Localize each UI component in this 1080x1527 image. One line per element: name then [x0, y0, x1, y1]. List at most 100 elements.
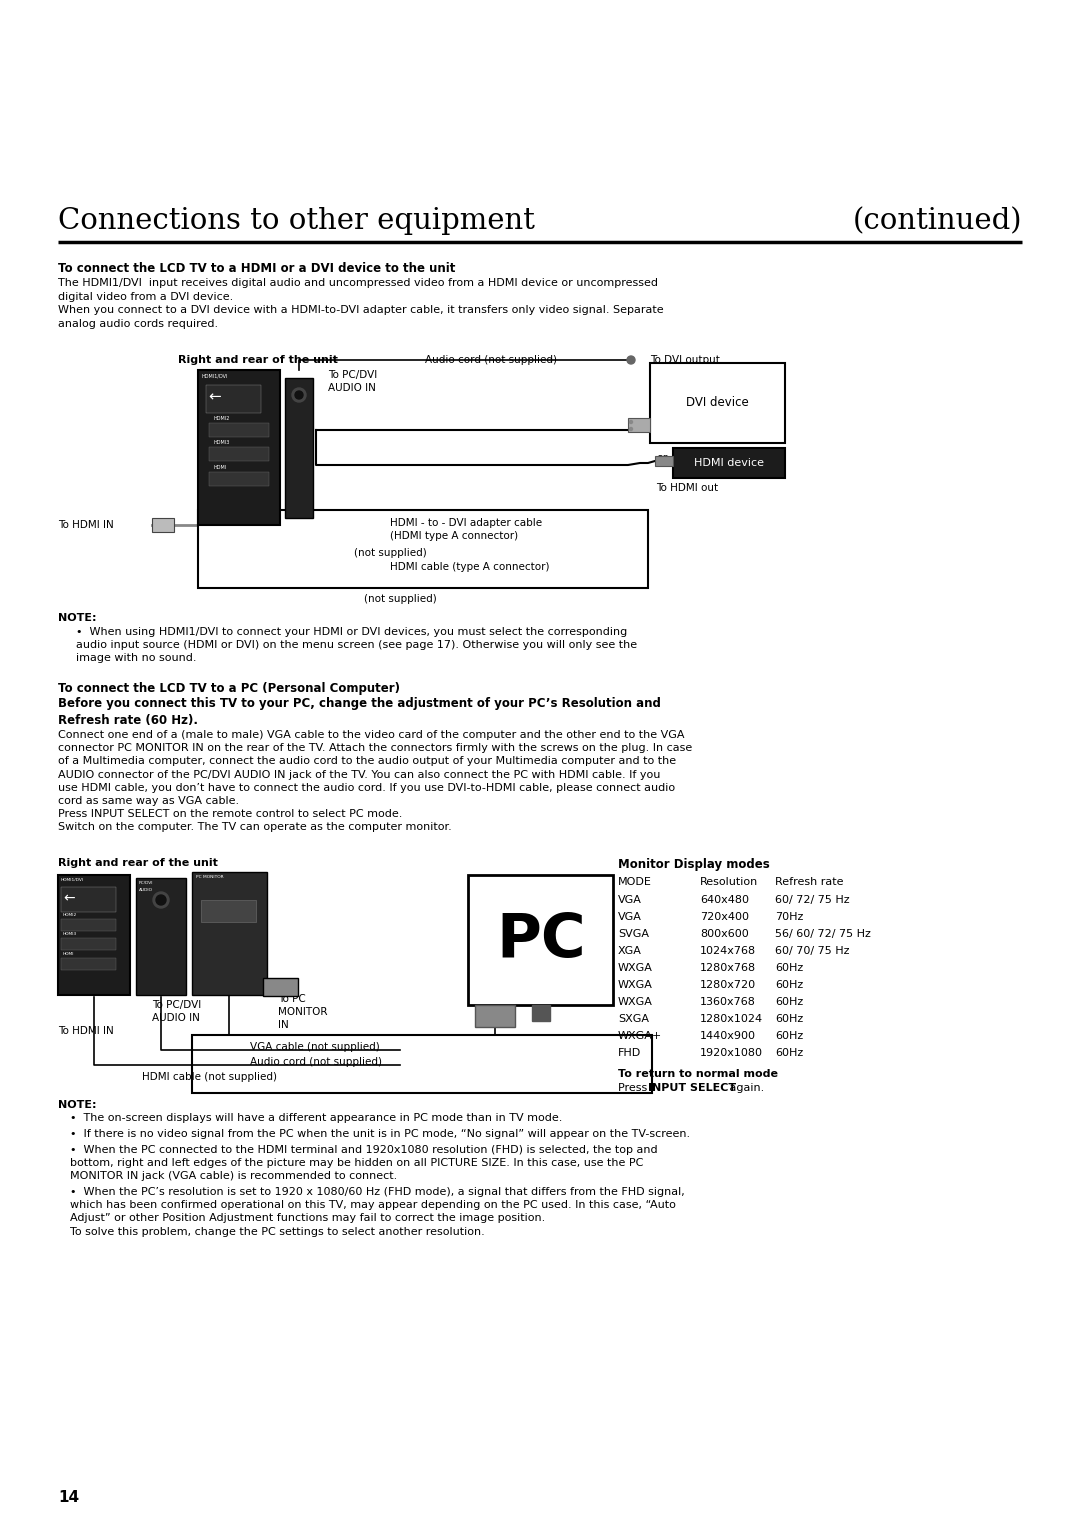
Bar — [152, 518, 174, 531]
Text: (continued): (continued) — [852, 208, 1022, 235]
Text: WXGA: WXGA — [618, 997, 653, 1006]
Circle shape — [292, 388, 306, 402]
Text: Resolution: Resolution — [700, 876, 758, 887]
Text: Right and rear of the unit: Right and rear of the unit — [58, 858, 218, 867]
Bar — [210, 423, 269, 437]
Circle shape — [627, 356, 635, 363]
Bar — [673, 447, 785, 478]
Bar — [192, 872, 267, 996]
Text: Right and rear of the unit: Right and rear of the unit — [178, 354, 338, 365]
Circle shape — [630, 428, 633, 431]
Circle shape — [156, 895, 166, 906]
Bar — [475, 1005, 515, 1028]
Bar — [192, 1035, 652, 1093]
Text: HDMI1/DVI: HDMI1/DVI — [202, 374, 229, 379]
Text: XGA: XGA — [618, 947, 642, 956]
Text: Audio cord (not supplied): Audio cord (not supplied) — [426, 354, 557, 365]
Bar — [264, 977, 298, 996]
Text: FHD: FHD — [618, 1048, 642, 1058]
Bar — [285, 379, 313, 518]
Text: Audio cord (not supplied): Audio cord (not supplied) — [249, 1057, 382, 1067]
Text: VGA: VGA — [618, 895, 642, 906]
Text: 70Hz: 70Hz — [775, 912, 804, 922]
Text: HDMI3: HDMI3 — [213, 440, 229, 444]
Text: (not supplied): (not supplied) — [364, 594, 436, 605]
Bar — [60, 957, 116, 970]
Text: 640x480: 640x480 — [700, 895, 750, 906]
Text: The HDMI1/DVI  input receives digital audio and uncompressed video from a HDMI d: The HDMI1/DVI input receives digital aud… — [58, 278, 663, 328]
Text: ←: ← — [63, 890, 75, 906]
Text: HDMI: HDMI — [213, 466, 226, 470]
Bar — [627, 418, 650, 432]
Bar — [136, 878, 186, 996]
Text: To PC: To PC — [278, 994, 306, 1003]
Text: SVGA: SVGA — [618, 928, 649, 939]
Text: AUDIO: AUDIO — [139, 889, 153, 892]
Text: HDMI2: HDMI2 — [213, 415, 229, 421]
Text: 1360x768: 1360x768 — [700, 997, 756, 1006]
Text: AUDIO IN: AUDIO IN — [152, 1012, 200, 1023]
Text: Refresh rate: Refresh rate — [775, 876, 843, 887]
Bar — [60, 919, 116, 931]
Text: Connect one end of a (male to male) VGA cable to the video card of the computer : Connect one end of a (male to male) VGA … — [58, 730, 692, 832]
Text: To DVI output: To DVI output — [650, 354, 720, 365]
Text: HDMI2: HDMI2 — [63, 913, 78, 918]
Text: 60Hz: 60Hz — [775, 1014, 804, 1025]
Text: •  When the PC connected to the HDMI terminal and 1920x1080 resolution (FHD) is : • When the PC connected to the HDMI term… — [70, 1145, 658, 1182]
Text: ←: ← — [208, 389, 220, 405]
Text: HDMI device: HDMI device — [694, 458, 764, 467]
Circle shape — [295, 391, 303, 399]
Text: 1280x1024: 1280x1024 — [700, 1014, 764, 1025]
Text: 1024x768: 1024x768 — [700, 947, 756, 956]
Text: 1440x900: 1440x900 — [700, 1031, 756, 1041]
Text: 60Hz: 60Hz — [775, 980, 804, 989]
Text: VGA: VGA — [618, 912, 642, 922]
Text: 60Hz: 60Hz — [775, 1048, 804, 1058]
Bar — [198, 370, 280, 525]
Text: Before you connect this TV to your PC, change the adjustment of your PC’s Resolu: Before you connect this TV to your PC, c… — [58, 696, 661, 727]
Text: AUDIO IN: AUDIO IN — [328, 383, 376, 392]
Text: 56/ 60/ 72/ 75 Hz: 56/ 60/ 72/ 75 Hz — [775, 928, 870, 939]
Text: 1920x1080: 1920x1080 — [700, 1048, 762, 1058]
Text: 1280x720: 1280x720 — [700, 980, 756, 989]
Text: 1280x768: 1280x768 — [700, 964, 756, 973]
Bar — [654, 457, 673, 466]
Text: HDMI: HDMI — [63, 951, 75, 956]
Text: To PC/DVI: To PC/DVI — [328, 370, 377, 380]
Text: (HDMI type A connector): (HDMI type A connector) — [390, 531, 518, 541]
Text: HDMI1/DVI: HDMI1/DVI — [60, 878, 84, 883]
Text: DVI device: DVI device — [686, 397, 748, 409]
Bar — [206, 385, 261, 412]
Text: HDMI cable (not supplied): HDMI cable (not supplied) — [143, 1072, 278, 1083]
Text: 60Hz: 60Hz — [775, 1031, 804, 1041]
Text: WXGA: WXGA — [618, 964, 653, 973]
Bar — [468, 875, 613, 1005]
Bar — [58, 875, 130, 996]
Circle shape — [630, 420, 633, 423]
Text: or: or — [656, 454, 667, 463]
Text: •  The on-screen displays will have a different appearance in PC mode than in TV: • The on-screen displays will have a dif… — [70, 1113, 563, 1122]
Text: again.: again. — [726, 1083, 765, 1093]
Text: 14: 14 — [58, 1490, 79, 1506]
Text: 60/ 70/ 75 Hz: 60/ 70/ 75 Hz — [775, 947, 850, 956]
Bar — [210, 447, 269, 461]
Text: MONITOR: MONITOR — [278, 1006, 327, 1017]
Text: (not supplied): (not supplied) — [353, 548, 427, 557]
Bar — [60, 938, 116, 950]
Text: Monitor Display modes: Monitor Display modes — [618, 858, 770, 870]
Bar — [532, 1005, 550, 1022]
Bar — [650, 363, 785, 443]
Text: •  When the PC’s resolution is set to 1920 x 1080/60 Hz (FHD mode), a signal tha: • When the PC’s resolution is set to 192… — [70, 1186, 685, 1237]
Text: To HDMI IN: To HDMI IN — [58, 521, 113, 530]
Text: PC/DVI: PC/DVI — [139, 881, 153, 886]
Bar — [198, 510, 648, 588]
Text: SXGA: SXGA — [618, 1014, 649, 1025]
Text: IN: IN — [278, 1020, 288, 1031]
Text: To connect the LCD TV to a PC (Personal Computer): To connect the LCD TV to a PC (Personal … — [58, 683, 400, 695]
Text: To PC/DVI: To PC/DVI — [152, 1000, 201, 1009]
Text: •  When using HDMI1/DVI to connect your HDMI or DVI devices, you must select the: • When using HDMI1/DVI to connect your H… — [76, 628, 637, 663]
Text: HDMI3: HDMI3 — [63, 931, 78, 936]
Text: 60/ 72/ 75 Hz: 60/ 72/ 75 Hz — [775, 895, 850, 906]
Text: To return to normal mode: To return to normal mode — [618, 1069, 778, 1080]
Text: To HDMI IN: To HDMI IN — [58, 1026, 113, 1035]
